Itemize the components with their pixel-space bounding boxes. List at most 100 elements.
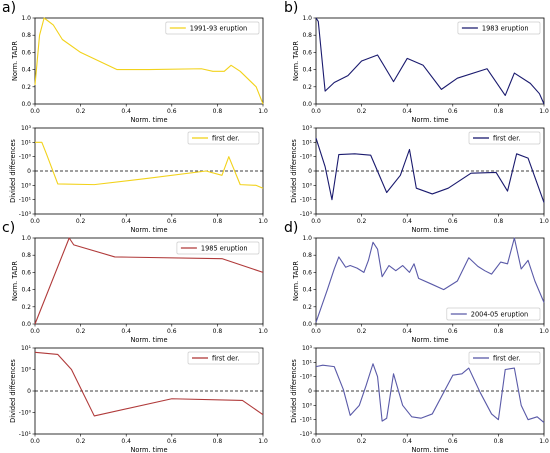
panel-letter: d) [284,220,298,236]
plot-frame [315,237,545,325]
legend-box [457,21,541,35]
y-tick-label: -10¹ [19,197,32,204]
legend: 1983 eruption [457,21,541,35]
x-axis-label: Norm. time [130,446,167,453]
y-tick-label: 0.2 [302,84,312,91]
x-tick-label: 0.6 [167,328,177,335]
y-tick-label: 0.4 [302,67,312,74]
legend-label: 1985 eruption [201,244,248,252]
x-tick-label: 1.0 [539,218,549,225]
y-tick-label: 0.4 [302,287,312,294]
series-line [35,141,264,189]
x-axis-label: Norm. time [411,116,448,124]
x-tick-label: 0.4 [121,218,131,225]
plot-frame [315,17,545,105]
x-tick-label: 0.0 [311,108,321,115]
y-tick-label: 0.8 [302,252,312,259]
y-tick-label: 0.0 [302,321,312,328]
legend-label: 1991-93 eruption [190,24,247,32]
x-axis-label: Norm. time [130,226,167,234]
y-axis-label: Divided differences [9,359,17,423]
y-tick-label: 0.0 [21,321,31,328]
y-tick-label: 10⁰ [302,182,313,189]
legend: 1991-93 eruption [165,21,260,35]
y-tick-label: 10¹ [302,139,313,146]
legend: first der. [468,351,541,365]
legend-label: first der. [212,134,239,142]
x-tick-label: 1.0 [258,438,268,445]
series-line [34,237,264,325]
x-tick-label: 0.0 [30,438,40,445]
legend-label: first der. [493,354,520,362]
x-axis-label: Norm. time [411,446,448,453]
legend-label: first der. [212,354,239,362]
chart-panel-5: c) 0.0 0.2 0.4 0.6 0.8 1.0 0.0 0.2 0.4 0.6 0.8 1.0 No… [2,220,268,344]
x-tick-label: 0.4 [402,438,412,445]
legend-box [176,241,260,255]
y-tick-label: 0.8 [21,252,31,259]
series-line [34,351,264,417]
x-tick-label: 0.4 [402,328,412,335]
y-tick-label: 1.0 [302,235,312,242]
x-tick-label: 0.4 [402,108,412,115]
x-axis-label: Norm. time [130,116,167,124]
x-axis-label: Norm. time [130,336,167,344]
y-tick-label: -10¹ [19,431,32,438]
x-tick-label: 0.2 [357,328,367,335]
y-tick-label: 10⁰ [21,367,32,374]
y-tick-label: -10¹ [300,197,313,204]
x-tick-label: 0.4 [121,438,131,445]
y-tick-label: 10⁰ [302,402,313,409]
plot-frame [34,237,264,325]
x-tick-label: 0.0 [30,108,40,115]
y-tick-label: 0.4 [21,67,31,74]
legend: 2004-05 eruption [446,307,541,321]
y-tick-label: 0.6 [21,269,31,276]
x-tick-label: 0.0 [311,438,321,445]
y-tick-label: 0 [27,168,31,175]
x-tick-label: 0.2 [76,328,86,335]
y-tick-label: 1.0 [302,15,312,22]
x-tick-label: 1.0 [258,328,268,335]
series-line [315,237,545,323]
x-tick-label: 0.8 [213,218,223,225]
x-tick-label: 0.2 [76,108,86,115]
y-axis-label: Norm. TADR [292,41,300,81]
legend: first der. [187,351,260,365]
x-tick-label: 0.2 [76,218,86,225]
x-tick-label: 1.0 [258,218,268,225]
chart-panel-4: 0.0 0.2 0.4 0.6 0.8 1.0 10³ 10¹ -10⁰ 0 10⁰ -10¹ -10³… [290,125,549,234]
x-tick-label: 1.0 [539,438,549,445]
x-tick-label: 0.6 [448,218,458,225]
series-line [315,137,545,203]
x-tick-label: 0.6 [448,438,458,445]
y-tick-label: 0.6 [302,49,312,56]
x-tick-label: 1.0 [539,328,549,335]
y-tick-label: 0.0 [302,101,312,108]
x-tick-label: 0.4 [121,108,131,115]
x-axis-label: Norm. time [411,336,448,344]
chart-panel-3: b) 0.0 0.2 0.4 0.6 0.8 1.0 0.0 0.2 0.4 0.6 0.8 1.0 No… [284,0,549,124]
x-tick-label: 0.6 [167,108,177,115]
y-axis-label: Norm. TADR [292,261,300,301]
x-tick-label: 0.8 [213,108,223,115]
legend-box [187,351,260,365]
y-axis-label: Divided differences [290,139,298,203]
y-tick-label: 10⁰ [21,182,32,189]
x-tick-label: 1.0 [539,108,549,115]
legend-label: first der. [493,134,520,142]
panel-letter: a) [2,0,16,16]
y-axis-label: Norm. TADR [11,41,19,81]
x-tick-label: 0.2 [76,438,86,445]
y-tick-label: -10⁰ [300,154,313,161]
x-tick-label: 0.6 [167,218,177,225]
y-tick-label: 10¹ [21,345,32,352]
y-tick-label: -10¹ [300,417,313,424]
y-tick-label: 0.0 [21,101,31,108]
legend-label: 1983 eruption [482,24,529,32]
chart-panel-2: 0.0 0.2 0.4 0.6 0.8 1.0 10³ 10¹ -10⁰ 0 10⁰ -10¹ -10³… [9,125,268,234]
y-tick-label: -10⁰ [300,374,313,381]
chart-panel-6: 0.0 0.2 0.4 0.6 0.8 1.0 10¹ 10⁰ 0 -10⁰ -10¹ Norm. t… [9,345,268,453]
x-tick-label: 0.2 [357,218,367,225]
